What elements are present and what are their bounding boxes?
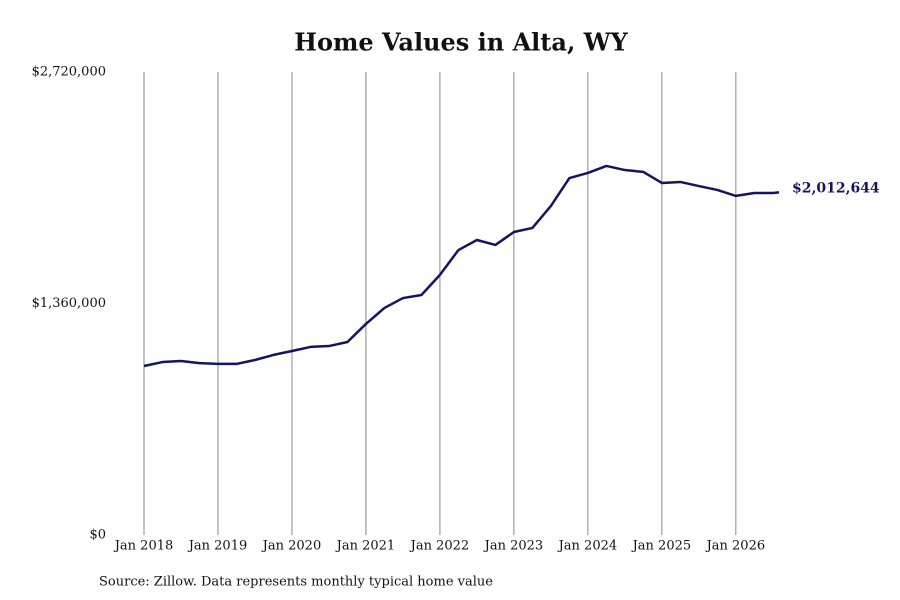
chart-title: Home Values in Alta, WY — [294, 28, 628, 57]
x-tick-label: Jan 2020 — [261, 539, 322, 554]
x-tick-label: Jan 2025 — [631, 539, 692, 554]
source-note: Source: Zillow. Data represents monthly … — [99, 575, 493, 590]
y-tick-label: $0 — [89, 528, 106, 543]
x-tick-label: Jan 2022 — [409, 539, 470, 554]
y-tick-label: $1,360,000 — [32, 296, 106, 311]
x-tick-label: Jan 2023 — [483, 539, 544, 554]
x-tick-label: Jan 2021 — [335, 539, 396, 554]
end-value-label: $2,012,644 — [792, 180, 880, 196]
x-tick-label: Jan 2019 — [187, 539, 248, 554]
x-tick-label: Jan 2026 — [705, 539, 766, 554]
y-tick-label: $2,720,000 — [32, 65, 106, 80]
x-tick-label: Jan 2018 — [113, 539, 174, 554]
x-tick-label: Jan 2024 — [557, 539, 618, 554]
line-series — [143, 164, 780, 368]
